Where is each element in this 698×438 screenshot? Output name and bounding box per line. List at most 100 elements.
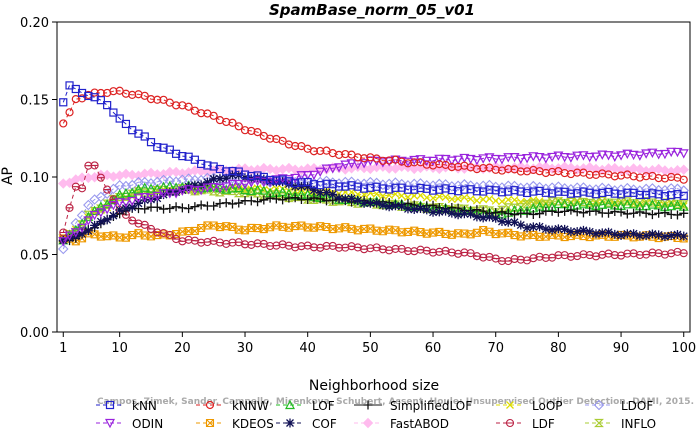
series-line-ldof: [62, 177, 684, 250]
data-point-knn: [272, 176, 281, 185]
data-point-cof: [547, 225, 557, 235]
x-tick-label: 90: [613, 341, 630, 356]
data-point-odin: [678, 149, 689, 159]
data-point-ldf: [385, 246, 394, 255]
data-point-cof: [133, 198, 143, 208]
data-point-cof: [259, 174, 269, 184]
data-point-simplifiedlof: [290, 193, 300, 203]
data-point-cof: [403, 204, 413, 214]
data-point-cof: [666, 231, 676, 241]
data-point-cof: [253, 173, 263, 183]
data-point-inflo: [547, 197, 558, 206]
data-point-simplifiedlof: [566, 205, 576, 215]
legend: kNN kNNW LOF SimplifiedLOF LoOP LDOF ODIN KDEOS…: [96, 399, 656, 431]
data-point-odin: [641, 149, 652, 159]
data-point-lof: [603, 198, 614, 208]
legend-marker-simplifiedlof: [363, 400, 373, 410]
legend-marker-lof: [285, 399, 295, 410]
data-point-cof: [365, 198, 375, 208]
data-point-knnw: [435, 160, 444, 169]
data-point-ldf: [140, 220, 149, 229]
data-point-ldf: [573, 252, 582, 261]
data-point-odin: [164, 189, 175, 199]
data-point-inflo: [309, 195, 319, 205]
data-point-odin: [214, 183, 225, 194]
data-point-odin: [252, 176, 263, 187]
data-point-lof: [578, 198, 589, 208]
data-point-inflo: [528, 199, 539, 208]
legend-marker-fastabod: [362, 417, 374, 429]
data-point-knnw: [359, 154, 369, 163]
data-point-lof: [133, 184, 144, 194]
data-point-odin: [634, 151, 645, 161]
data-point-loop: [441, 193, 450, 202]
data-point-simplifiedlof: [215, 199, 225, 209]
legend-label-cof: COF: [312, 417, 337, 431]
data-point-cof: [616, 230, 626, 240]
data-point-odin: [221, 182, 232, 192]
data-point-knnw: [353, 153, 362, 162]
data-point-odin: [302, 171, 313, 181]
data-point-ldf: [259, 239, 268, 248]
data-point-simplifiedlof: [522, 208, 532, 218]
data-point-ldof: [346, 176, 357, 188]
data-point-odin: [321, 164, 332, 174]
data-point-simplifiedlof: [140, 204, 150, 214]
data-point-knnw: [679, 175, 688, 184]
data-point-knn: [121, 119, 131, 129]
data-point-ldof: [57, 243, 69, 255]
data-point-ldf: [654, 249, 663, 258]
data-point-knnw: [171, 101, 181, 110]
data-point-ldof: [628, 184, 639, 195]
data-point-knn: [654, 190, 663, 199]
data-point-loop: [479, 195, 488, 204]
data-point-knn: [291, 179, 300, 188]
data-point-simplifiedlof: [209, 201, 219, 211]
data-point-odin: [453, 155, 464, 165]
data-point-knn: [591, 190, 601, 199]
data-point-knn: [447, 185, 456, 195]
data-point-knn: [265, 175, 275, 185]
x-axis-label: Neighborhood size: [309, 378, 439, 394]
y-tick-label: 0.20: [20, 16, 49, 31]
legend-label-simplifiedlof: SimplifiedLOF: [390, 399, 472, 413]
data-point-simplifiedlof: [152, 202, 162, 212]
data-point-ldf: [341, 243, 350, 252]
data-point-knn: [109, 108, 118, 117]
data-point-knn: [479, 187, 488, 196]
legend-label-odin: ODIN: [132, 417, 163, 431]
data-point-cof: [672, 230, 682, 240]
data-point-odin: [402, 157, 413, 168]
data-point-cof: [334, 193, 344, 203]
data-point-odin: [64, 231, 75, 241]
data-point-odin: [534, 152, 545, 163]
data-point-knn: [441, 184, 450, 193]
data-point-knn: [347, 181, 356, 190]
data-point-ldf: [667, 249, 676, 258]
data-point-cof: [202, 177, 212, 187]
data-point-knn: [585, 188, 594, 197]
data-point-odin: [409, 155, 420, 166]
y-axis-label: AP: [0, 167, 16, 185]
data-point-cof: [428, 207, 438, 217]
data-point-simplifiedlof: [629, 208, 639, 218]
legend-label-kdeos: KDEOS: [232, 417, 274, 431]
data-point-odin: [647, 148, 658, 158]
x-tick-label: 60: [425, 341, 442, 356]
data-point-lof: [628, 199, 639, 209]
data-point-knnw: [610, 172, 619, 181]
data-point-knn: [635, 190, 644, 200]
data-point-knn: [604, 187, 613, 197]
data-point-knn: [366, 183, 375, 192]
legend-label-ldf: LDF: [532, 417, 555, 431]
data-point-cof: [591, 229, 601, 239]
data-point-fastabod: [120, 168, 132, 180]
data-point-knnw: [385, 156, 394, 165]
data-point-odin: [609, 152, 620, 162]
data-point-knn: [378, 184, 388, 193]
data-point-knn: [566, 189, 576, 198]
data-point-ldf: [278, 240, 287, 249]
data-point-ldf: [485, 252, 494, 261]
data-point-knn: [96, 96, 105, 105]
data-point-knn: [209, 162, 218, 171]
